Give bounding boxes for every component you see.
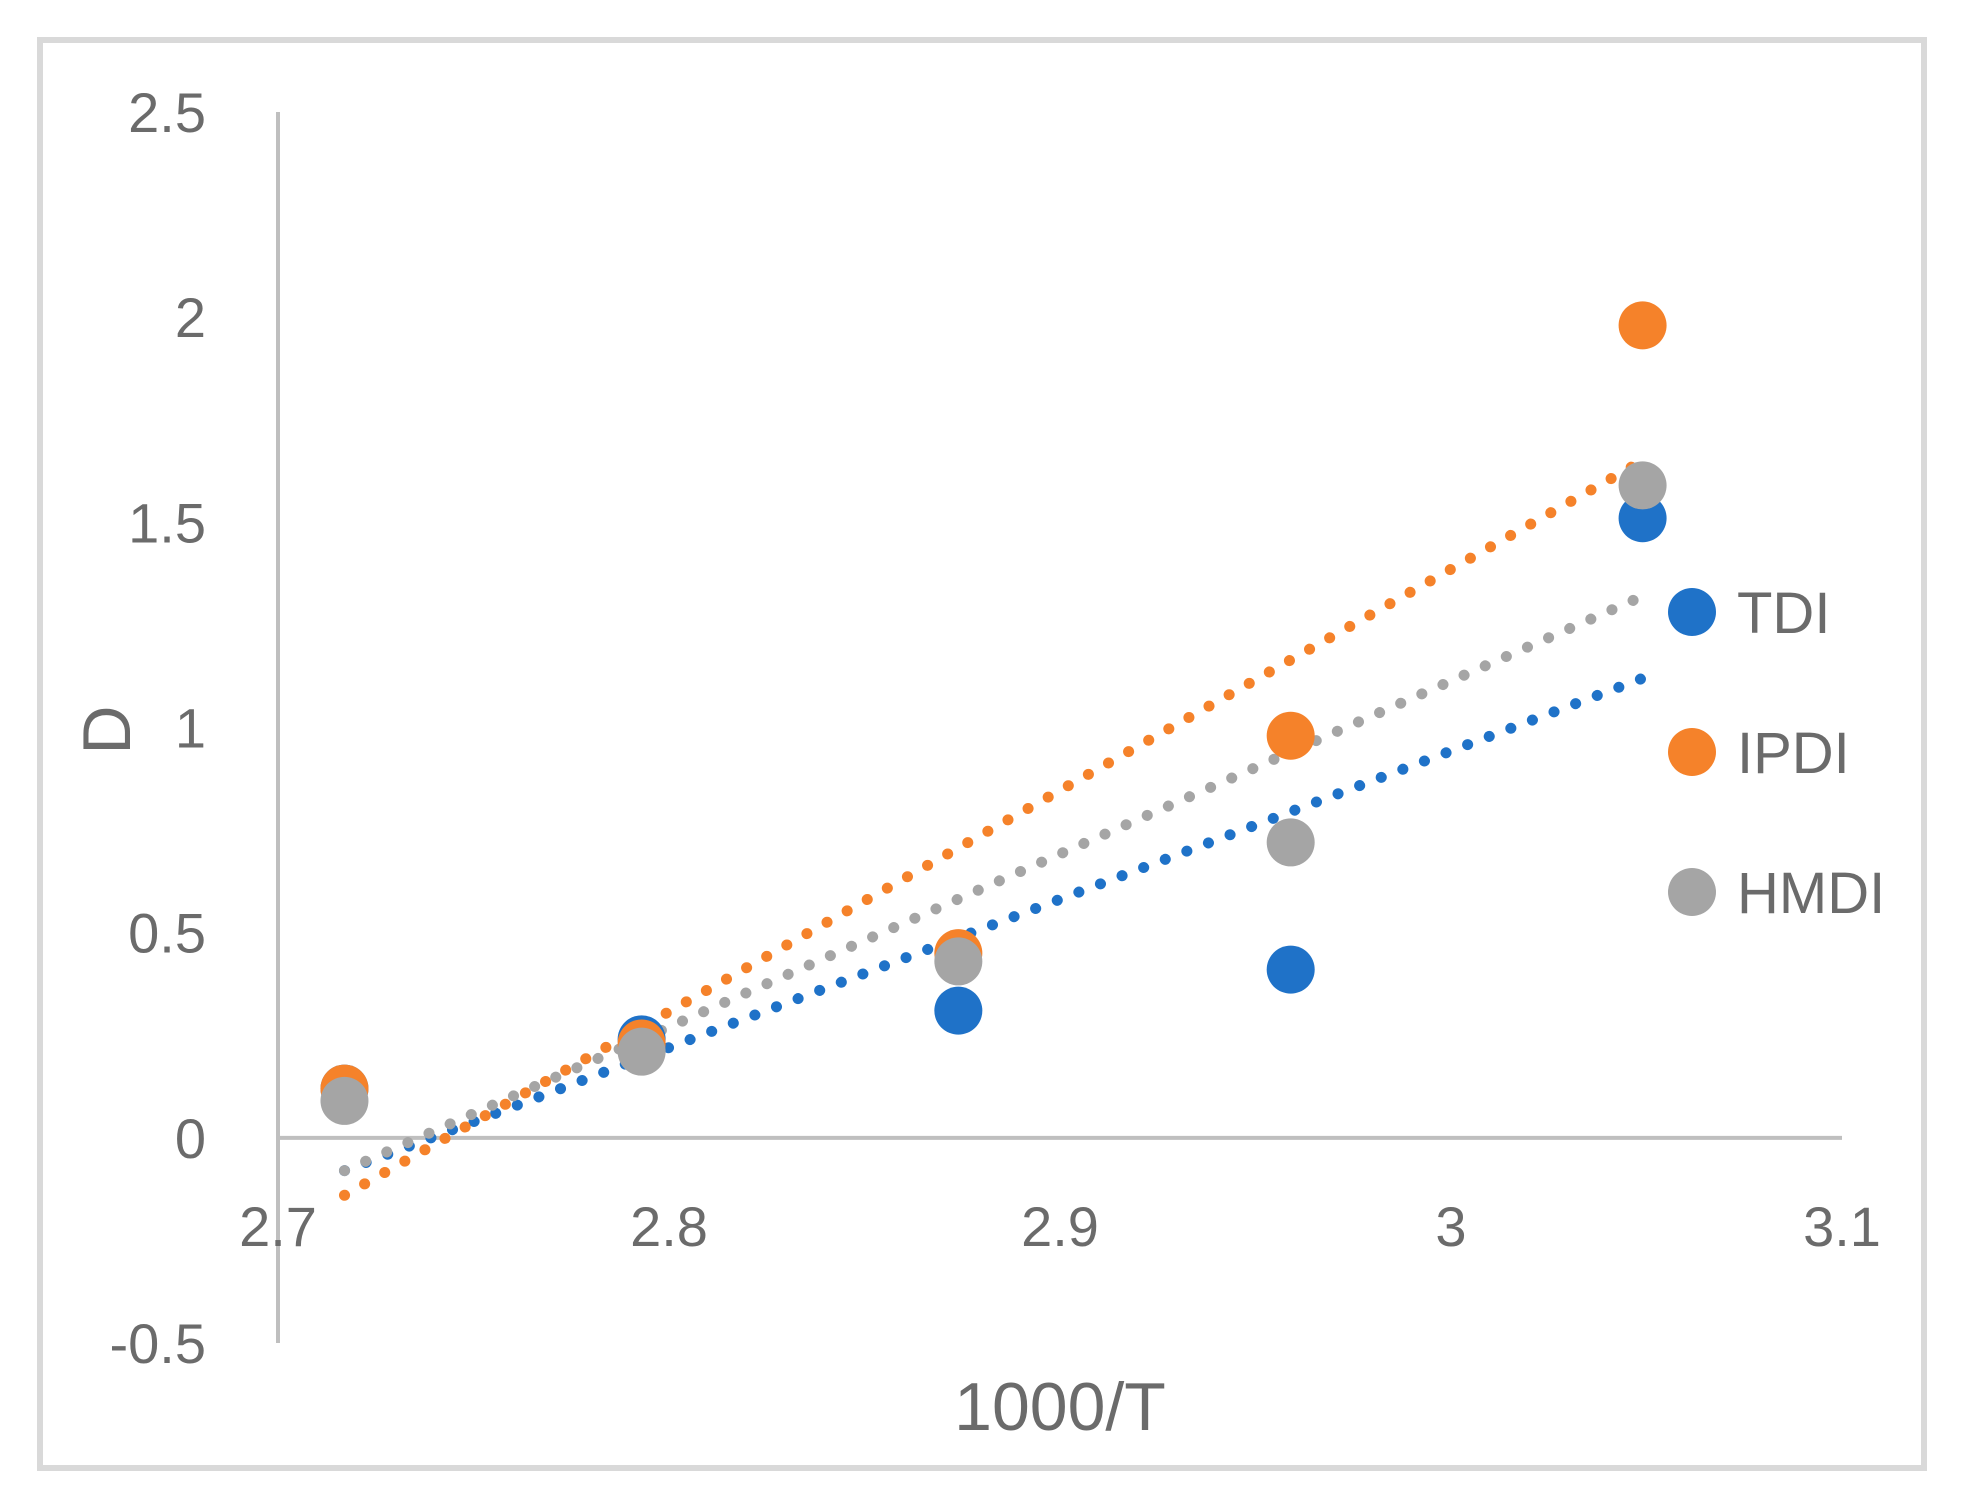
data-point-ipdi xyxy=(1618,301,1667,350)
trendlines xyxy=(338,455,1649,1201)
legend-marker-ipdi xyxy=(1668,728,1716,776)
y-tick-label: 2 xyxy=(175,286,206,349)
y-tick-label: 1.5 xyxy=(128,491,206,554)
y-axis-title: D xyxy=(69,705,145,754)
trendline-ipdi xyxy=(338,455,1649,1201)
data-point-hmdi xyxy=(1266,818,1315,867)
axes xyxy=(276,112,1842,1343)
data-point-tdi xyxy=(1618,494,1667,543)
data-point-hmdi xyxy=(320,1076,369,1125)
data-point-hmdi xyxy=(617,1027,666,1076)
tick-labels: -0.5 0 0.5 1 1.5 2 2.5 2.7 2.8 2.9 3 3.1 xyxy=(110,81,1881,1375)
y-tick-label: -0.5 xyxy=(110,1312,207,1375)
chart-border xyxy=(37,37,1927,1471)
trendline-hmdi xyxy=(338,590,1649,1177)
legend-label-hmdi: HMDI xyxy=(1737,861,1885,926)
y-tick-label: 2.5 xyxy=(128,81,206,144)
data-point-ipdi xyxy=(1266,711,1315,760)
legend-marker-hmdi xyxy=(1668,868,1716,916)
data-point-tdi xyxy=(1266,945,1315,994)
data-point-tdi xyxy=(934,986,983,1035)
trendline-tdi xyxy=(338,672,1649,1177)
data-points xyxy=(320,301,1667,1125)
x-tick-label: 2.7 xyxy=(239,1195,317,1258)
x-tick-label: 2.8 xyxy=(630,1195,708,1258)
legend-label-ipdi: IPDI xyxy=(1737,721,1850,786)
x-tick-label: 3.1 xyxy=(1803,1195,1881,1258)
legend: TDI IPDI HMDI xyxy=(1668,581,1885,926)
data-point-hmdi xyxy=(934,937,983,986)
y-tick-label: 0.5 xyxy=(128,902,206,965)
legend-label-tdi: TDI xyxy=(1737,581,1830,646)
x-tick-label: 2.9 xyxy=(1021,1195,1099,1258)
data-point-hmdi xyxy=(1618,461,1667,510)
x-axis-title: 1000/T xyxy=(954,1369,1166,1445)
y-tick-label: 1 xyxy=(175,697,206,760)
y-tick-label: 0 xyxy=(175,1107,206,1170)
x-tick-label: 3 xyxy=(1435,1195,1466,1258)
legend-marker-tdi xyxy=(1668,588,1716,636)
